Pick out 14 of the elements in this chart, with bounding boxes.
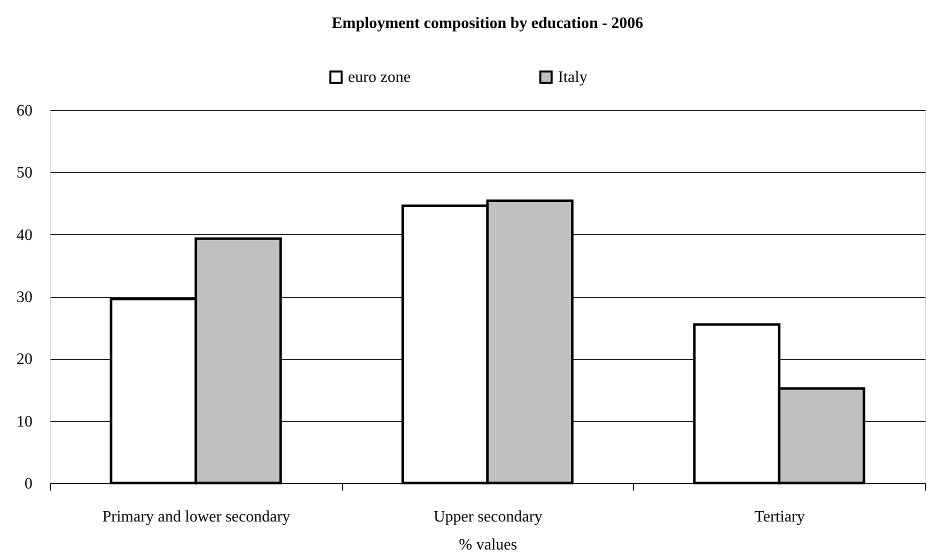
legend-label: Italy (558, 69, 588, 86)
x-tick-label: Tertiary (754, 508, 805, 526)
y-tick-label: 10 (16, 413, 32, 430)
x-tick-label: Upper secondary (434, 508, 542, 526)
y-tick-label: 50 (16, 164, 32, 182)
x-axis-title: % values (458, 536, 518, 554)
y-tick-label: 20 (16, 351, 32, 368)
chart-title: Employment composition by education - 2006 (332, 15, 644, 32)
y-tick-label: 0 (24, 476, 32, 492)
y-tick-label: 40 (16, 226, 32, 244)
legend-label: euro zone (348, 69, 411, 86)
x-tick-label: Primary and lower secondary (102, 508, 290, 526)
y-tick-label: 30 (16, 289, 32, 306)
y-tick-label: 60 (16, 102, 32, 120)
